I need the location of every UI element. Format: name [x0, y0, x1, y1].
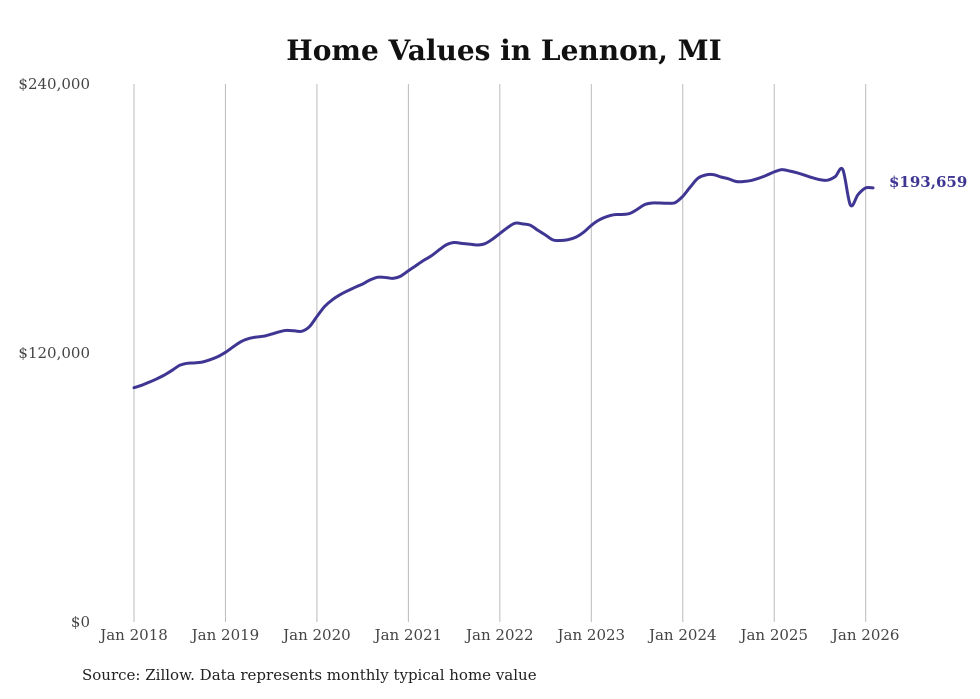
source-note: Source: Zillow. Data represents monthly …: [82, 666, 537, 684]
x-tick-label: Jan 2022: [464, 626, 534, 644]
series-layer: $193,659: [132, 166, 967, 390]
y-tick-label: $120,000: [18, 344, 90, 362]
y-tick-label: $0: [71, 613, 90, 631]
x-axis-tick-labels: Jan 2018 Jan 2019 Jan 2020 Jan 2021 Jan 2022…: [98, 626, 899, 644]
y-tick-label: $240,000: [18, 75, 90, 93]
end-value-label: $193,659: [889, 173, 967, 191]
x-tick-label: Jan 2019: [190, 626, 260, 644]
series-line: [132, 166, 875, 390]
x-tick-label: Jan 2021: [373, 626, 443, 644]
chart-title: Home Values in Lennon, MI: [286, 34, 722, 67]
y-axis-tick-labels: $0 $120,000 $240,000: [18, 75, 90, 631]
vertical-gridlines: [133, 84, 867, 622]
x-tick-label: Jan 2023: [556, 626, 626, 644]
x-tick-label: Jan 2020: [281, 626, 351, 644]
x-tick-label: Jan 2018: [98, 626, 168, 644]
x-tick-label: Jan 2025: [738, 626, 808, 644]
x-tick-label: Jan 2026: [830, 626, 900, 644]
x-tick-label: Jan 2024: [647, 626, 717, 644]
